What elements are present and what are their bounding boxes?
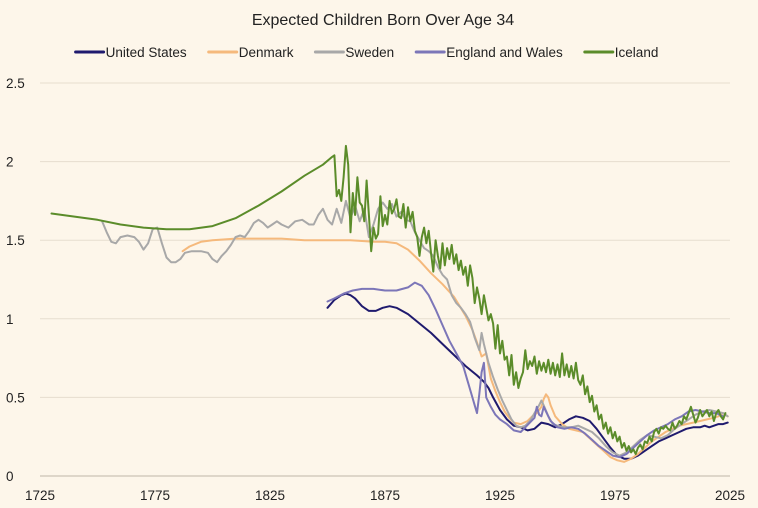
x-tick-label: 1875: [370, 488, 400, 503]
x-tick-label: 1725: [25, 488, 55, 503]
legend-item-england-and-wales: England and Wales: [414, 45, 563, 60]
legend-label: Denmark: [239, 45, 294, 60]
series-line-united-states: [326, 292, 729, 460]
y-tick-label: 2: [6, 155, 14, 170]
y-tick-label: 0.5: [6, 390, 25, 405]
y-tick-label: 0: [6, 469, 14, 484]
legend: United States Denmark Sweden England and Wa…: [74, 45, 659, 60]
legend-item-denmark: Denmark: [207, 45, 294, 60]
series-line-sweden: [101, 199, 729, 457]
legend-item-united-states: United States: [74, 45, 187, 60]
y-tick-label: 1: [6, 312, 14, 327]
chart-title: Expected Children Born Over Age 34: [252, 12, 514, 29]
y-tick-label: 2.5: [6, 76, 25, 91]
x-tick-label: 1975: [600, 488, 630, 503]
gridlines: [40, 82, 730, 477]
y-tick-label: 1.5: [6, 233, 25, 248]
x-tick-label: 1825: [255, 488, 285, 503]
x-tick-label: 1925: [485, 488, 515, 503]
y-axis: 0 0.5 1 1.5 2 2.5: [6, 76, 25, 484]
series-line-iceland: [50, 144, 727, 455]
series-line-england-and-wales: [326, 281, 725, 459]
series-line-denmark: [181, 237, 729, 463]
x-tick-label: 1775: [140, 488, 170, 503]
legend-label: United States: [106, 45, 187, 60]
legend-item-iceland: Iceland: [583, 45, 659, 60]
legend-item-sweden: Sweden: [313, 45, 394, 60]
x-tick-label: 2025: [715, 488, 745, 503]
legend-label: Iceland: [615, 45, 659, 60]
legend-label: Sweden: [345, 45, 394, 60]
legend-label: England and Wales: [446, 45, 563, 60]
plot-area: [50, 144, 729, 463]
x-axis: 1725 1775 1825 1875 1925 1975 2025: [25, 488, 745, 503]
